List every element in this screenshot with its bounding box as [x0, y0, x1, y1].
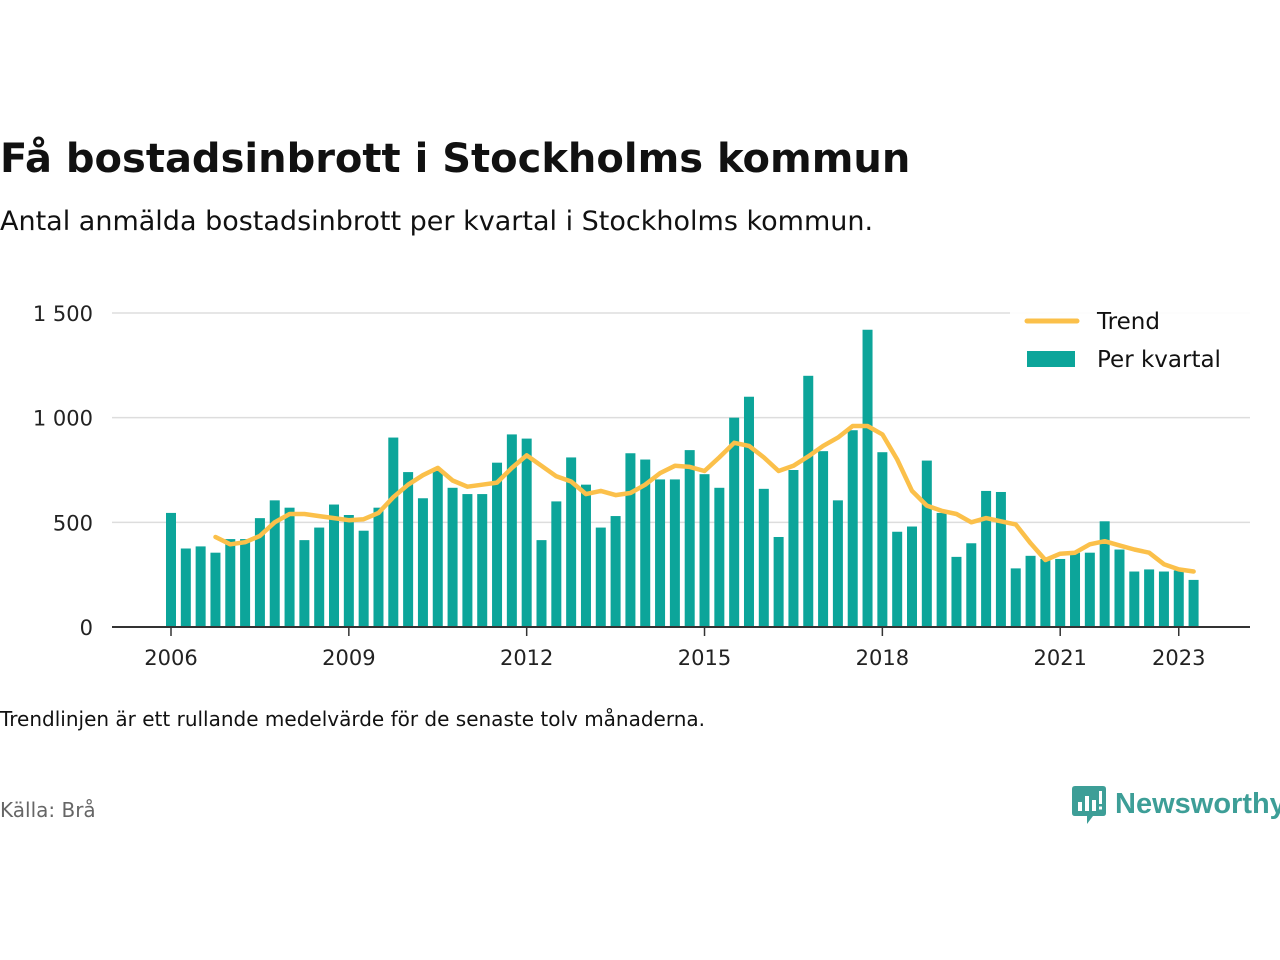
bar: [684, 450, 695, 627]
trend-line: [213, 423, 1196, 574]
bar: [995, 491, 1006, 627]
y-tick-label: 1 500: [33, 302, 93, 326]
bar: [506, 434, 517, 627]
bar: [492, 462, 503, 627]
x-tick-label: 2023: [1152, 646, 1205, 670]
x-axis-ticks: 2006 2009 2012 2015 2018 2021 2023: [144, 627, 1205, 670]
bar: [225, 539, 236, 627]
bar: [655, 479, 666, 627]
chart-title: Få bostadsinbrott i Stockholms kommun: [0, 136, 911, 182]
bar: [358, 530, 369, 627]
bar: [1025, 555, 1036, 627]
x-tick-label: 2021: [1033, 646, 1086, 670]
bar: [595, 527, 606, 627]
bar: [195, 546, 206, 627]
bar: [1173, 570, 1184, 627]
bar: [1010, 568, 1021, 627]
bar: [1114, 549, 1125, 627]
bar-series: [166, 329, 1199, 627]
bar: [669, 479, 680, 627]
bar: [180, 548, 191, 627]
bar: [240, 539, 251, 627]
bar: [284, 507, 295, 627]
bar: [981, 490, 992, 627]
bar: [388, 437, 399, 627]
bar: [580, 484, 591, 627]
bar: [521, 438, 532, 627]
bar: [477, 494, 488, 627]
bar: [862, 329, 873, 627]
bar: [921, 460, 932, 627]
bar: [788, 470, 799, 627]
y-axis-ticks: 0 500 1 000 1 500: [33, 302, 93, 640]
bar: [818, 451, 829, 627]
bar: [936, 512, 947, 627]
bar: [714, 487, 725, 627]
bar: [210, 552, 221, 627]
x-tick-label: 2018: [856, 646, 909, 670]
legend-bar-label: Per kvartal: [1097, 347, 1221, 373]
bar: [699, 474, 710, 627]
bar: [1040, 558, 1051, 627]
bar: [1129, 571, 1140, 627]
bar: [536, 540, 547, 627]
bar: [743, 396, 754, 627]
bar: [166, 512, 176, 627]
bar: [254, 518, 265, 627]
bar: [403, 472, 414, 627]
bar: [314, 527, 325, 627]
bar: [1144, 569, 1155, 627]
bar: [343, 515, 354, 627]
newsworthy-logo-icon: [1072, 786, 1106, 824]
bar: [373, 507, 384, 627]
x-tick-label: 2009: [322, 646, 375, 670]
bar: [1084, 552, 1095, 627]
bar: [877, 452, 888, 627]
legend-trend-label: Trend: [1096, 309, 1160, 335]
bar: [625, 453, 636, 627]
bar: [1070, 552, 1081, 627]
bar: [1158, 571, 1169, 627]
x-tick-label: 2015: [678, 646, 731, 670]
bar: [907, 526, 917, 627]
bar: [329, 504, 340, 627]
x-tick-label: 2012: [500, 646, 553, 670]
x-tick-label: 2006: [144, 646, 197, 670]
bar: [832, 500, 843, 627]
brand-logo: Newsworthy: [1071, 782, 1280, 826]
chart-subtitle: Antal anmälda bostadsinbrott per kvartal…: [0, 206, 874, 237]
bar: [462, 494, 473, 627]
bar: [610, 516, 621, 627]
footnote: Trendlinjen är ett rullande medelvärde f…: [0, 707, 706, 731]
bar: [803, 375, 814, 627]
bar: [758, 488, 769, 627]
bar: [847, 430, 858, 627]
brand-name: Newsworthy: [1115, 787, 1280, 820]
bar: [640, 459, 651, 627]
bar: [269, 500, 280, 627]
bar: [1188, 579, 1199, 627]
bar: [299, 540, 310, 627]
y-tick-label: 0: [80, 616, 93, 640]
legend-bar-swatch: [1027, 351, 1075, 367]
bar: [892, 531, 903, 627]
bar: [566, 457, 577, 627]
bar: [773, 536, 784, 627]
bar: [551, 501, 562, 627]
bar: [432, 470, 443, 627]
bar: [729, 417, 740, 627]
legend: Trend Per kvartal: [1010, 301, 1250, 384]
bar: [1099, 521, 1110, 627]
bar: [951, 556, 962, 627]
bar: [1055, 558, 1066, 627]
source: Källa: Brå: [0, 798, 96, 822]
bar: [966, 543, 977, 627]
y-tick-label: 500: [53, 511, 93, 535]
bar: [447, 487, 458, 627]
y-tick-label: 1 000: [33, 407, 93, 431]
bar: [417, 498, 428, 627]
legend-background: [1010, 301, 1250, 384]
